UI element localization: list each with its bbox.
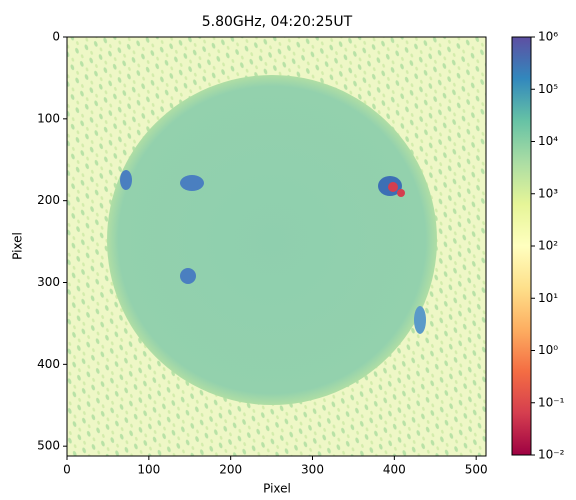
colorbar — [511, 36, 532, 456]
colorbar-tick-label: 10⁴ — [538, 134, 558, 148]
axes-frame — [66, 36, 487, 457]
colorbar-tick-label: 10⁵ — [538, 82, 558, 96]
image — [67, 37, 486, 456]
active-region — [414, 306, 426, 334]
hot-spot — [388, 182, 398, 192]
active-region — [180, 175, 204, 191]
x-tick-label: 200 — [219, 463, 242, 477]
active-region — [180, 268, 196, 284]
colorbar-tick-label: 10³ — [538, 186, 558, 200]
colorbar-tick-label: 10⁶ — [538, 30, 558, 44]
colorbar-tick-label: 10⁻² — [538, 448, 565, 462]
y-tick-label: 300 — [37, 275, 60, 289]
x-tick-label: 100 — [137, 463, 160, 477]
colorbar-tick-label: 10² — [538, 239, 558, 253]
colorbar-tick-label: 10⁰ — [538, 343, 558, 357]
y-tick-label: 500 — [37, 439, 60, 453]
x-tick-label: 400 — [383, 463, 406, 477]
y-tick-label: 0 — [52, 30, 60, 44]
y-tick-label: 100 — [37, 111, 60, 125]
x-tick-label: 500 — [465, 463, 488, 477]
y-tick-label: 400 — [37, 357, 60, 371]
colorbar-tick-label: 10⁻¹ — [538, 395, 565, 409]
x-axis-label: Pixel — [263, 482, 291, 496]
solar-disk — [107, 75, 437, 405]
chart-title: 5.80GHz, 04:20:25UT — [202, 14, 353, 30]
y-tick-label: 200 — [37, 193, 60, 207]
hot-spot — [397, 189, 405, 197]
x-tick-label: 0 — [63, 463, 71, 477]
colorbar-tick-label: 10¹ — [538, 291, 558, 305]
y-axis-label: Pixel — [11, 232, 25, 260]
x-tick-label: 300 — [301, 463, 324, 477]
active-region — [120, 170, 132, 190]
